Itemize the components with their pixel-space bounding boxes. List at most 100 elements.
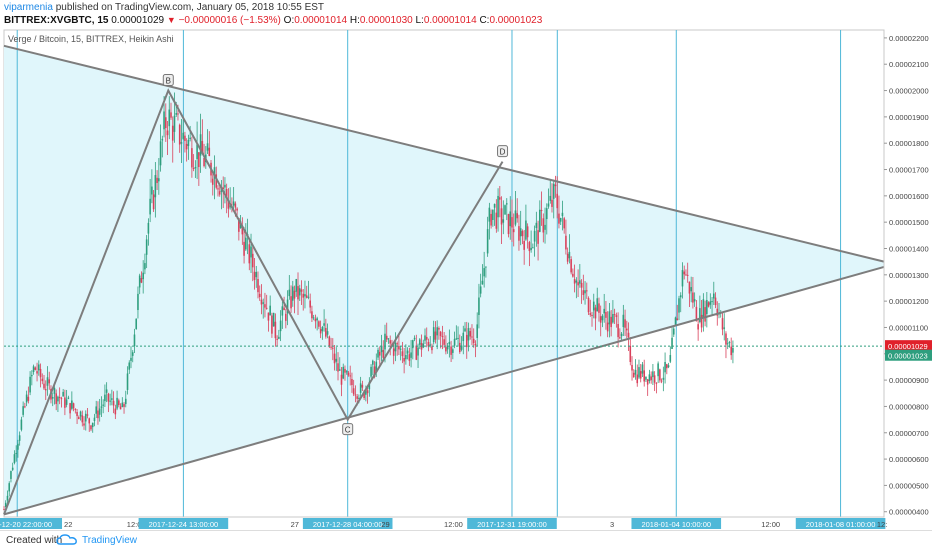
pattern-point-box[interactable]: [497, 145, 509, 158]
tradingview-link[interactable]: TradingView: [82, 535, 138, 546]
candle-body: [241, 225, 244, 235]
chart-header: viparmenia published on TradingView.com,…: [0, 0, 932, 30]
candle-body: [544, 224, 546, 230]
candle-body: [319, 329, 322, 334]
candle-body: [31, 375, 33, 377]
candle-body: [512, 229, 515, 233]
pattern-point-label: C: [345, 426, 351, 435]
candle-body: [697, 324, 699, 330]
candle-body: [605, 312, 607, 318]
candle-body: [76, 411, 78, 417]
candle-body: [645, 376, 647, 380]
candle-body: [257, 279, 259, 293]
candle-body: [187, 139, 190, 147]
trend-lines[interactable]: [3, 44, 885, 516]
candle-body: [671, 337, 673, 349]
candle-body: [352, 388, 355, 395]
candle-body: [37, 364, 40, 371]
candle-body: [335, 358, 338, 362]
candle-body: [596, 298, 599, 312]
candle-body: [159, 141, 162, 166]
candle-body: [104, 394, 106, 402]
candle-body: [471, 336, 473, 338]
candle-body: [175, 113, 178, 115]
candle-body: [398, 345, 400, 350]
candle-body: [224, 184, 226, 188]
candle-body: [344, 368, 346, 373]
candle-body: [194, 167, 197, 169]
candle-body: [692, 292, 694, 303]
close-label: C:: [479, 15, 490, 26]
candle-body: [716, 308, 719, 316]
candle-body: [427, 342, 430, 347]
candle-body: [606, 322, 609, 332]
open-value: 0.00001014: [294, 15, 348, 26]
candle-body: [328, 336, 331, 347]
candle-body: [140, 278, 143, 283]
candle-body: [225, 189, 228, 197]
candle-body: [34, 367, 37, 370]
candle-body: [295, 278, 298, 292]
x-highlight-label-bg: [631, 518, 722, 529]
author-link[interactable]: viparmenia: [4, 2, 53, 13]
candle-body: [472, 338, 475, 344]
candle-body: [530, 247, 532, 250]
candle-body: [458, 342, 461, 353]
candle-body: [276, 338, 278, 340]
candle-body: [318, 321, 320, 327]
candle-body: [380, 345, 383, 353]
x-highlight-label-bg: [138, 518, 229, 529]
candle-body: [151, 186, 153, 195]
pattern-point-box[interactable]: [342, 423, 354, 436]
candle-body: [332, 347, 334, 349]
price-chart[interactable]: B C D Verge / Bitcoin, 15, BITTREX, Heikin…: [0, 0, 932, 530]
candle-body: [552, 183, 555, 199]
candle-body: [626, 328, 628, 331]
pattern-point-box[interactable]: [162, 74, 174, 87]
pattern-point-label: D: [500, 148, 506, 157]
candle-body: [492, 209, 494, 220]
trend-line-lower[interactable]: [3, 265, 885, 516]
candle-body: [679, 295, 682, 298]
candle-body: [262, 302, 265, 304]
candle-body: [575, 280, 578, 283]
candle-body: [44, 389, 47, 391]
y-tick-label: 0.00001400: [889, 244, 929, 253]
y-axis[interactable]: 0.00000400 0.00000500 0.00000600 0.00000700…: [884, 34, 929, 517]
y-tick-label: 0.00001100: [889, 323, 928, 332]
candle-body: [704, 307, 706, 322]
candle-body: [178, 124, 181, 145]
candle-body: [32, 366, 35, 372]
candle-body: [232, 201, 235, 206]
candle-body: [631, 364, 633, 371]
candle-body: [511, 217, 513, 228]
candle-body: [539, 209, 541, 232]
candle-body: [250, 246, 252, 258]
candle-body: [707, 302, 710, 307]
price-label-close: [885, 349, 932, 361]
candle-body: [112, 400, 115, 406]
candle-body: [283, 307, 285, 311]
pattern-points[interactable]: B C D: [162, 74, 509, 436]
candle-body: [568, 251, 571, 259]
symbol-label[interactable]: BITTREX:XVGBTC, 15: [4, 15, 109, 26]
candle-body: [464, 328, 466, 332]
candle-body: [523, 240, 525, 250]
candle-body: [561, 212, 564, 217]
candle-body: [636, 374, 639, 384]
candle-body: [497, 195, 499, 218]
candle-body: [493, 203, 496, 208]
candle-body: [86, 414, 89, 416]
candle-body: [474, 343, 477, 346]
y-tick-label: 0.00001200: [889, 297, 929, 306]
candle-body: [666, 364, 668, 369]
y-tick-label: 0.00000700: [889, 429, 929, 438]
candle-body: [446, 345, 449, 350]
trend-line-upper[interactable]: [3, 44, 885, 263]
candle-body: [6, 495, 9, 501]
candle-body: [592, 301, 595, 311]
candle-body: [272, 312, 275, 327]
pattern-zigzag[interactable]: [3, 88, 504, 515]
price-change: −0.00000016 (−1.53%): [178, 15, 281, 26]
